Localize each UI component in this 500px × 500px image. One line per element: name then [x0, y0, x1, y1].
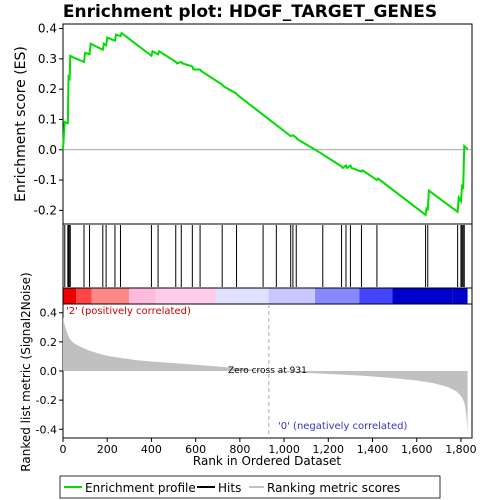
hits-panel — [62, 223, 473, 289]
es-y-ticks: -0.2 -0.1 0.0 0.1 0.2 0.3 0.4 — [34, 22, 63, 217]
chart-title: Enrichment plot: HDGF_TARGET_GENES — [63, 2, 437, 22]
metric-y-tick-label: -0.4 — [36, 423, 57, 436]
heatmap-segment — [129, 288, 156, 304]
heatmap-segment — [155, 288, 216, 304]
enrichment-profile-line — [62, 31, 469, 217]
metric-y-tick-label: 0.2 — [40, 336, 58, 349]
heatmap-segment — [268, 288, 316, 304]
x-tick-label: 0 — [60, 443, 67, 456]
x-tick-label: 400 — [141, 443, 162, 456]
heatmap-segment — [91, 288, 130, 304]
x-axis-label: Rank in Ordered Dataset — [193, 454, 341, 468]
x-tick-label: 1,400 — [357, 443, 389, 456]
heatmap-segment — [452, 288, 468, 304]
heatmap-segment — [359, 288, 393, 304]
heatmap-segment — [63, 288, 77, 304]
es-y-tick-label: 0.0 — [38, 143, 57, 157]
legend-enrichment-label: Enrichment profile — [85, 481, 196, 495]
metric-y-axis-label: Ranked list metric (Signal2Noise) — [19, 272, 33, 471]
heatmap-segment — [315, 288, 360, 304]
es-panel-frame — [62, 23, 473, 225]
negative-correlation-label: '0' (negatively correlated) — [278, 421, 407, 432]
heatmap-segment — [215, 288, 269, 304]
x-tick-label: 1,200 — [313, 443, 345, 456]
legend-hits-label: Hits — [218, 481, 241, 495]
rank-heatmap-bar — [62, 287, 473, 305]
heatmap-segment — [392, 288, 453, 304]
es-y-tick-label: -0.2 — [34, 203, 57, 217]
legend: Enrichment profile Hits Ranking metric s… — [59, 475, 441, 499]
legend-metric-label: Ranking metric scores — [267, 481, 400, 495]
metric-y-tick-label: 0.0 — [40, 365, 58, 378]
x-tick-label: 1,600 — [401, 443, 433, 456]
metric-x-ticks: 0 200 400 600 800 1,000 1,200 1,400 1,600 1,800 — [60, 438, 477, 456]
es-y-tick-label: 0.4 — [38, 22, 57, 36]
hits-panel-frame — [62, 223, 473, 289]
x-tick-label: 1,800 — [445, 443, 477, 456]
hit-lines — [64, 225, 465, 287]
zero-cross-label: Zero cross at 931 — [228, 366, 307, 376]
es-y-tick-label: 0.1 — [38, 112, 57, 126]
x-tick-label: 200 — [97, 443, 118, 456]
heatmap-segments — [63, 288, 468, 304]
heatmap-segment — [76, 288, 92, 304]
es-y-tick-label: 0.3 — [38, 52, 57, 66]
x-tick-label: 800 — [229, 443, 250, 456]
es-panel: -0.2 -0.1 0.0 0.1 0.2 0.3 0.4 Enrichment score… — [13, 22, 473, 225]
es-y-axis-label: Enrichment score (ES) — [13, 46, 29, 202]
x-tick-label: 1,000 — [268, 443, 300, 456]
es-y-tick-label: 0.2 — [38, 82, 57, 96]
x-tick-label: 600 — [185, 443, 206, 456]
metric-y-tick-label: 0.4 — [40, 307, 58, 320]
positive-correlation-label: '2' (positively correlated) — [66, 306, 191, 317]
ranking-metric-area — [63, 317, 468, 433]
metric-panel: -0.4 -0.2 0.0 0.2 0.4 0 200 400 600 800 1,000 1,20… — [19, 272, 477, 471]
metric-y-tick-label: -0.2 — [36, 394, 57, 407]
metric-y-ticks: -0.4 -0.2 0.0 0.2 0.4 — [36, 307, 63, 436]
es-y-tick-label: -0.1 — [34, 173, 57, 187]
